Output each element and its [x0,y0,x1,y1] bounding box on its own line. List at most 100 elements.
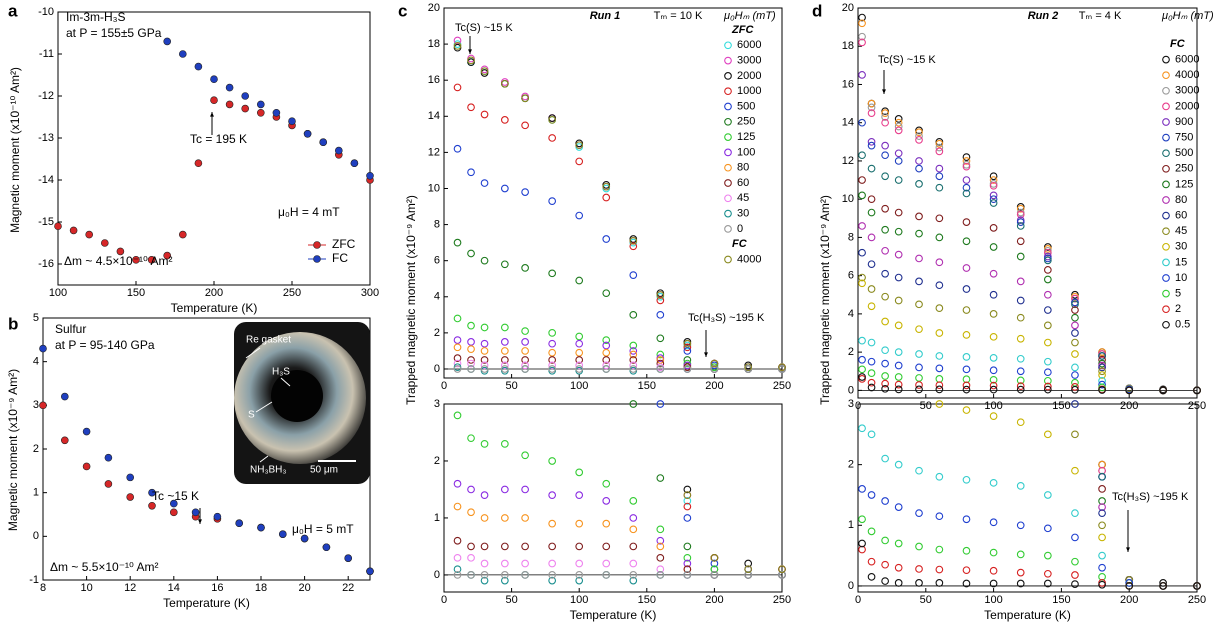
y-tick-label: 3 [434,398,440,410]
y-tick-label: 12 [428,146,440,158]
x-tick-label: 0 [441,380,447,392]
data-point [480,559,489,568]
data-point [210,75,218,83]
data-point [521,485,529,494]
data-point [881,141,889,150]
data-point [989,195,998,204]
legend-label: 100 [737,146,755,158]
data-point [85,230,93,239]
data-point [915,229,923,238]
data-point [500,571,509,579]
legend-group: FC [732,238,748,250]
panel-label: a [8,1,18,20]
data-point [602,479,611,488]
data-point [989,269,998,278]
data-point [962,218,971,226]
data-point [935,258,944,267]
y-tick-label: -15 [38,216,54,228]
data-point [575,365,584,373]
annotation: Run 2 [1028,10,1059,22]
data-point [935,565,944,574]
data-point [915,128,923,137]
data-point [656,350,665,359]
data-point [61,436,69,445]
data-point [322,543,331,552]
x-tick-label: 150 [638,380,656,392]
data-point [1016,218,1025,226]
data-point [480,256,489,265]
data-point [1071,383,1079,391]
data-point [894,348,903,356]
data-point [480,67,489,76]
data-point [744,363,753,372]
data-point [867,572,876,581]
data-point [1016,385,1025,394]
data-point [894,385,903,394]
data-point [104,453,113,462]
data-point [894,321,903,330]
data-point [1071,321,1079,330]
y-tick-label: -16 [38,258,54,270]
data-point [126,493,134,501]
x-tick-label: 18 [255,582,267,594]
data-point [629,365,638,373]
y-tick-label: -1 [29,574,39,586]
data-point [179,50,187,58]
data-point [1016,367,1025,376]
y-tick-label: 0 [848,384,854,396]
data-point [480,542,489,551]
annotation: at P = 155±5 GPa [66,26,162,40]
data-point [989,412,998,420]
x-axis-label: Temperature (K) [171,301,258,315]
y-tick-label: 14 [842,117,854,129]
legend-marker [1162,86,1170,95]
data-point [962,264,971,272]
data-point [1016,354,1025,363]
data-point [683,542,692,551]
data-point [1098,485,1106,493]
plot-frame [857,403,1198,593]
data-point [915,136,923,144]
data-point [656,296,665,305]
legend-label: 250 [1175,163,1193,175]
x-tick-label: 250 [773,594,791,606]
data-point [575,211,584,220]
data-point [710,565,719,574]
y-axis-label: Magnetic moment (x10⁻¹⁰ Am²) [8,67,22,233]
data-point [467,359,475,368]
data-point [575,332,584,341]
data-point [521,94,529,103]
legend-label: 0.5 [1175,319,1190,331]
legend-group: FC [1170,38,1186,50]
y-tick-label: 4 [848,308,854,320]
data-point [881,379,889,388]
data-point [989,290,998,299]
data-point [453,565,462,574]
y-axis-label: Trapped magnetic moment (x10⁻⁹ Am²) [818,195,832,405]
data-point [163,251,171,260]
plot-frame [443,403,783,593]
y-tick-label: 1 [848,519,854,531]
data-point [683,571,692,579]
data-point [629,559,638,568]
data-point [521,571,529,579]
legend-label: 3000 [1175,85,1199,97]
legend-title: μ₀Hₘ (mT) [1161,10,1214,22]
y-tick-label: 6 [434,255,440,267]
data-point [1043,357,1052,366]
data-point [548,339,557,348]
data-point [1071,400,1079,408]
y-tick-label: 2 [33,443,39,455]
data-point [989,310,998,318]
data-point [881,113,889,121]
data-point [629,496,638,505]
data-point [867,260,876,269]
data-point [778,571,786,579]
data-point [575,571,584,579]
legend-marker [1162,305,1170,314]
data-point [915,363,923,372]
data-point [1071,338,1079,347]
data-point [894,122,903,131]
data-point [1071,509,1079,518]
data-point [894,118,903,127]
